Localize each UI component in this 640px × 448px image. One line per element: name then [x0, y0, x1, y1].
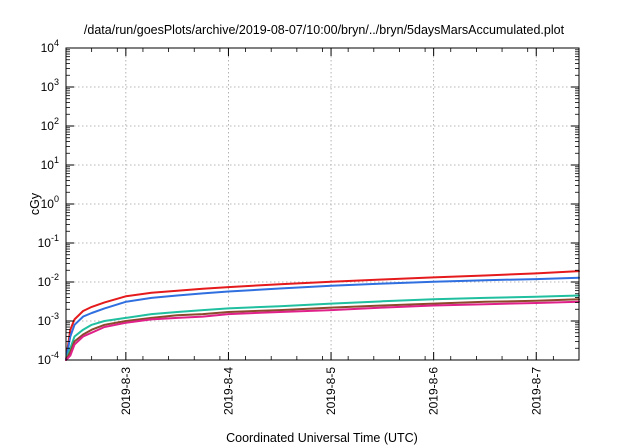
- chart-title: /data/run/goesPlots/archive/2019-08-07/1…: [84, 23, 565, 37]
- series-layer: [65, 270, 580, 361]
- y-tick-label: 100: [41, 194, 59, 211]
- y-tick-exponent: -1: [51, 233, 59, 243]
- y-tick-label: 10-3: [38, 311, 59, 328]
- x-tick-label: 2019-8-7: [529, 367, 543, 415]
- y-tick-exponent: 1: [54, 155, 59, 165]
- y-tick-label: 10-4: [38, 350, 59, 367]
- y-tick-label: 10-1: [38, 233, 59, 250]
- x-tick-label: 2019-8-3: [119, 367, 133, 415]
- x-axis: 2019-8-3 2019-8-4 2019-8-5 2019-8-6 2019-8-7: [91, 48, 554, 415]
- y-tick-exponent: 3: [54, 77, 59, 87]
- y-tick-label: 10-2: [38, 272, 59, 289]
- y-tick-exponent: 4: [54, 38, 59, 48]
- y-tick-base: 10: [41, 119, 55, 133]
- y-tick-base: 10: [41, 197, 55, 211]
- x-tick-label: 2019-8-6: [427, 367, 441, 415]
- y-tick-base: 10: [38, 314, 52, 328]
- y-tick-label: 103: [41, 77, 59, 94]
- x-tick-label: 2019-8-5: [324, 367, 338, 415]
- series-line: [65, 300, 580, 361]
- series-line: [65, 294, 580, 361]
- series-line: [65, 270, 580, 361]
- y-tick-base: 10: [38, 275, 52, 289]
- y-tick-exponent: 0: [54, 194, 59, 204]
- y-axis-title: cGy: [28, 192, 42, 215]
- series-line: [65, 298, 580, 361]
- x-tick-label: 2019-8-4: [221, 367, 235, 415]
- y-tick-exponent: 2: [54, 116, 59, 126]
- y-tick-base: 10: [41, 80, 55, 94]
- grid: [66, 48, 579, 360]
- x-axis-title: Coordinated Universal Time (UTC): [226, 431, 418, 445]
- y-tick-label: 101: [41, 155, 59, 172]
- y-tick-base: 10: [41, 41, 55, 55]
- y-tick-exponent: -3: [51, 311, 59, 321]
- y-tick-exponent: -4: [51, 350, 59, 360]
- series-line: [65, 276, 580, 361]
- y-tick-exponent: -2: [51, 272, 59, 282]
- y-tick-base: 10: [38, 236, 52, 250]
- y-tick-label: 102: [41, 116, 59, 133]
- y-tick-base: 10: [41, 158, 55, 172]
- y-tick-base: 10: [38, 353, 52, 367]
- y-tick-label: 104: [41, 38, 59, 55]
